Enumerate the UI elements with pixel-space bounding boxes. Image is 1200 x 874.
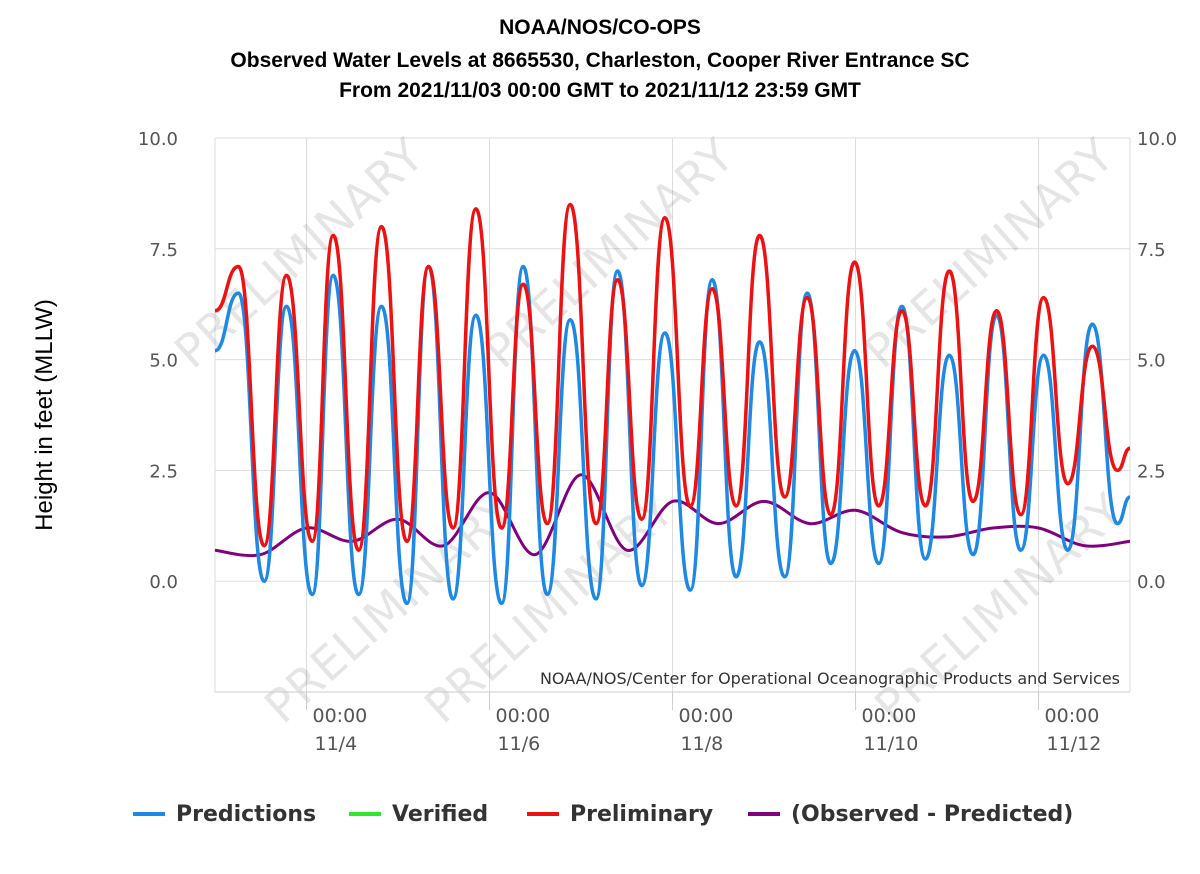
title-line-3: From 2021/11/03 00:00 GMT to 2021/11/12 … [339,79,861,102]
x-tick-time: 00:00 [496,705,551,727]
x-tick-date: 11/6 [498,733,541,755]
y-tick-label: 2.5 [149,461,178,482]
x-tick-date: 11/12 [1047,733,1102,755]
title-line-2: Observed Water Levels at 8665530, Charle… [230,49,969,72]
legend-item-label: Predictions [176,802,316,827]
legend-item-label: Preliminary [570,802,713,827]
x-tick-date: 11/10 [864,733,919,755]
y-tick-label-right: 0.0 [1137,572,1166,593]
x-tick-time: 00:00 [679,705,734,727]
x-ticks: 00:00 11/4 00:00 11/6 00:00 11/8 00:00 11/10 00:… [306,692,1102,755]
y-tick-label: 7.5 [149,240,178,261]
credit-text: NOAA/NOS/Center for Operational Oceanogr… [540,669,1120,688]
series-line-preliminary [214,202,1131,552]
y-tick-label-right: 5.0 [1137,351,1166,372]
chart-title: NOAA/NOS/CO-OPS Observed Water Levels at… [230,16,969,102]
y-tick-label: 5.0 [149,351,178,372]
title-line-1: NOAA/NOS/CO-OPS [499,16,701,39]
y-ticks-right: 10.0 7.5 5.0 2.5 0.0 [1137,129,1177,593]
y-tick-label-right: 2.5 [1137,461,1166,482]
y-axis-label: Height in feet (MLLW) [31,299,58,531]
series-layer [214,202,1131,606]
legend-item-label: (Observed - Predicted) [791,802,1073,827]
x-tick-time: 00:00 [1045,705,1100,727]
y-ticks-left: 10.0 7.5 5.0 2.5 0.0 [138,129,178,593]
y-tick-label-right: 7.5 [1137,240,1166,261]
x-tick-date: 11/8 [681,733,724,755]
x-tick-date: 11/4 [315,733,358,755]
x-tick-time: 00:00 [862,705,917,727]
x-tick-time: 00:00 [313,705,368,727]
y-tick-label-right: 10.0 [1137,129,1177,150]
y-tick-label: 10.0 [138,129,178,150]
legend: Predictions Verified Preliminary (Observed … [133,802,1073,827]
y-tick-label: 0.0 [149,572,178,593]
series-line-predictions [214,264,1131,606]
legend-item-label: Verified [392,802,488,827]
